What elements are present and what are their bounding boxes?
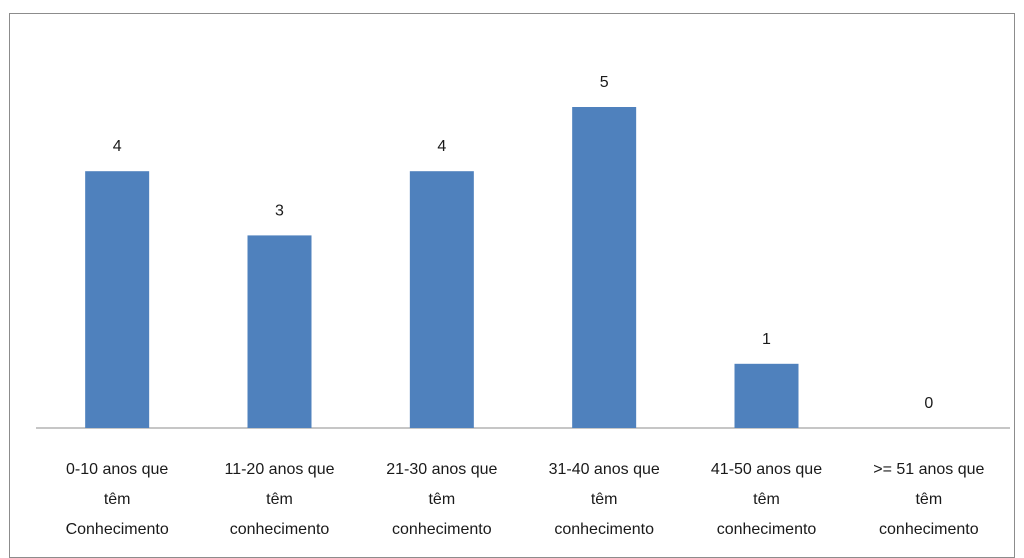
bar xyxy=(409,171,474,428)
x-tick-label: conhecimento xyxy=(392,521,492,538)
x-tick-label: 31-40 anos que xyxy=(549,461,660,478)
x-tick-label: 11-20 anos que xyxy=(224,461,334,478)
x-tick-label: conhecimento xyxy=(879,521,979,538)
bar xyxy=(572,107,637,428)
x-tick-label: têm xyxy=(104,491,131,508)
bar xyxy=(734,363,799,428)
data-label: 4 xyxy=(113,138,122,155)
chart-frame xyxy=(9,13,1015,558)
x-tick-label: 41-50 anos que xyxy=(711,461,822,478)
x-tick-label: 0-10 anos que xyxy=(66,461,168,478)
x-tick-label: têm xyxy=(915,491,942,508)
x-tick-label: têm xyxy=(428,491,455,508)
x-tick-label: Conhecimento xyxy=(66,521,169,538)
data-label: 4 xyxy=(437,138,446,155)
x-tick-label: 21-30 anos que xyxy=(386,461,497,478)
data-label: 1 xyxy=(762,331,771,348)
x-tick-label: >= 51 anos que xyxy=(873,461,984,478)
x-tick-label: conhecimento xyxy=(717,521,817,538)
data-label: 5 xyxy=(600,74,609,91)
x-tick-label: conhecimento xyxy=(230,521,330,538)
data-label: 0 xyxy=(924,395,933,412)
bar xyxy=(247,235,312,428)
x-tick-label: conhecimento xyxy=(554,521,654,538)
x-tick-label: têm xyxy=(266,491,293,508)
x-tick-label: têm xyxy=(591,491,618,508)
bar xyxy=(85,171,150,428)
x-tick-label: têm xyxy=(753,491,780,508)
data-label: 3 xyxy=(275,202,284,219)
